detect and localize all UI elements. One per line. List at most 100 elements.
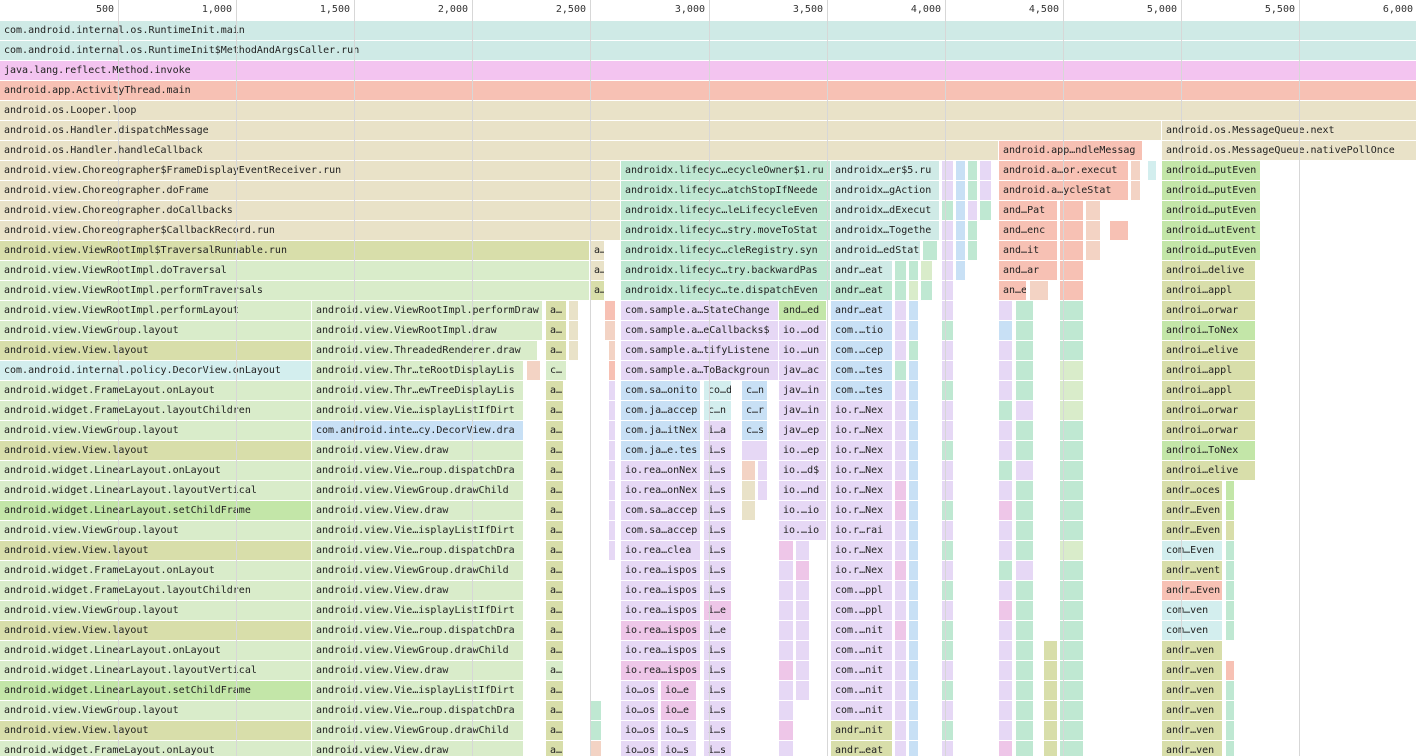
stack-frame[interactable]: andr…vent xyxy=(1162,561,1223,580)
stack-frame[interactable]: com.android.inte…cy.DecorView.dra xyxy=(312,421,524,440)
stack-frame-sliver[interactable] xyxy=(1044,661,1058,680)
stack-frame[interactable]: android.view.Vie…roup.dispatchDra xyxy=(312,541,524,560)
stack-frame[interactable]: android…putEven xyxy=(1162,241,1261,260)
stack-frame-sliver[interactable] xyxy=(999,421,1013,440)
stack-frame[interactable]: android.view.View.draw xyxy=(312,581,524,600)
stack-frame-sliver[interactable] xyxy=(956,201,966,220)
stack-frame-sliver[interactable] xyxy=(796,561,810,580)
stack-frame[interactable]: andr…eat xyxy=(831,281,893,300)
stack-frame[interactable]: androi…ToNex xyxy=(1162,321,1256,340)
stack-frame[interactable]: io.r…Nex xyxy=(831,501,893,520)
stack-frame[interactable]: a… xyxy=(546,461,564,480)
stack-frame[interactable]: andr…ven xyxy=(1162,681,1223,700)
stack-frame-sliver[interactable] xyxy=(942,221,954,240)
stack-frame-sliver[interactable] xyxy=(999,741,1013,756)
stack-frame-sliver[interactable] xyxy=(909,441,919,460)
stack-frame-sliver[interactable] xyxy=(999,701,1013,720)
stack-frame-sliver[interactable] xyxy=(569,321,579,340)
stack-frame[interactable]: a… xyxy=(590,241,605,260)
stack-frame-sliver[interactable] xyxy=(942,301,954,320)
stack-frame-sliver[interactable] xyxy=(942,361,954,380)
stack-frame-sliver[interactable] xyxy=(1044,701,1058,720)
stack-frame[interactable]: com.…nit xyxy=(831,621,893,640)
stack-frame[interactable]: android.widget.LinearLayout.setChildFram… xyxy=(0,501,312,520)
stack-frame[interactable]: android.os.Looper.loop xyxy=(0,101,1417,120)
stack-frame-sliver[interactable] xyxy=(609,381,616,400)
stack-frame[interactable]: c…n xyxy=(704,401,732,420)
stack-frame-sliver[interactable] xyxy=(1131,161,1141,180)
stack-frame[interactable]: android.widget.LinearLayout.setChildFram… xyxy=(0,681,312,700)
stack-frame[interactable]: com.sa…onito xyxy=(621,381,701,400)
stack-frame-sliver[interactable] xyxy=(1016,521,1034,540)
stack-frame[interactable]: io…os xyxy=(621,741,659,756)
stack-frame-sliver[interactable] xyxy=(1226,481,1235,500)
stack-frame-sliver[interactable] xyxy=(1226,701,1235,720)
stack-frame-sliver[interactable] xyxy=(999,361,1013,380)
stack-frame[interactable]: an…e xyxy=(999,281,1027,300)
stack-frame[interactable]: i…s xyxy=(704,741,732,756)
stack-frame[interactable]: io.rea…ispos xyxy=(621,661,701,680)
stack-frame[interactable]: android.view.View.layout xyxy=(0,721,312,740)
stack-frame[interactable]: and…ed xyxy=(779,301,827,320)
stack-frame-sliver[interactable] xyxy=(956,181,966,200)
stack-frame[interactable]: androi…elive xyxy=(1162,341,1256,360)
stack-frame[interactable]: androidx…er$5.ru xyxy=(831,161,940,180)
stack-frame[interactable]: io.r…Nex xyxy=(831,421,893,440)
stack-frame-sliver[interactable] xyxy=(909,381,919,400)
stack-frame[interactable]: i…s xyxy=(704,521,732,540)
stack-frame[interactable]: i…s xyxy=(704,541,732,560)
stack-frame-sliver[interactable] xyxy=(609,541,616,560)
stack-frame-sliver[interactable] xyxy=(779,581,794,600)
stack-frame[interactable]: android.os.MessageQueue.nativePollOnce xyxy=(1162,141,1417,160)
stack-frame[interactable]: i…s xyxy=(704,641,732,660)
stack-frame-sliver[interactable] xyxy=(999,501,1013,520)
stack-frame[interactable]: android.widget.LinearLayout.onLayout xyxy=(0,641,312,660)
stack-frame-sliver[interactable] xyxy=(999,441,1013,460)
stack-frame[interactable]: io.rea…ispos xyxy=(621,641,701,660)
stack-frame-sliver[interactable] xyxy=(942,701,954,720)
stack-frame[interactable]: android.view.View.draw xyxy=(312,441,524,460)
stack-frame-sliver[interactable] xyxy=(1148,161,1157,180)
stack-frame[interactable]: io.rea…clea xyxy=(621,541,701,560)
stack-frame[interactable]: and…Pat xyxy=(999,201,1058,220)
stack-frame-sliver[interactable] xyxy=(742,441,768,460)
stack-frame-sliver[interactable] xyxy=(1016,581,1034,600)
stack-frame-sliver[interactable] xyxy=(1044,721,1058,740)
stack-frame-sliver[interactable] xyxy=(742,461,756,480)
stack-frame[interactable]: and…ar xyxy=(999,261,1058,280)
stack-frame-sliver[interactable] xyxy=(909,721,919,740)
stack-frame-sliver[interactable] xyxy=(942,681,954,700)
stack-frame[interactable]: android…putEven xyxy=(1162,161,1261,180)
stack-frame[interactable]: com.sa…accep xyxy=(621,521,701,540)
stack-frame[interactable]: io…os xyxy=(621,701,659,720)
stack-frame[interactable]: android.view.ViewRootImpl.performTravers… xyxy=(0,281,590,300)
stack-frame-sliver[interactable] xyxy=(909,481,919,500)
stack-frame-sliver[interactable] xyxy=(999,381,1013,400)
stack-frame[interactable]: io.r…Nex xyxy=(831,481,893,500)
stack-frame[interactable]: i…s xyxy=(704,721,732,740)
stack-frame-sliver[interactable] xyxy=(1016,321,1034,340)
stack-frame[interactable]: com.sample.a…eCallbacks$ xyxy=(621,321,779,340)
stack-frame-sliver[interactable] xyxy=(942,521,954,540)
stack-frame-sliver[interactable] xyxy=(1226,501,1235,520)
stack-frame[interactable]: c…s xyxy=(742,421,768,440)
stack-frame-sliver[interactable] xyxy=(1044,681,1058,700)
stack-frame-sliver[interactable] xyxy=(605,321,616,340)
stack-frame-sliver[interactable] xyxy=(999,301,1013,320)
stack-frame-sliver[interactable] xyxy=(569,301,579,320)
stack-frame[interactable]: io.…nd xyxy=(779,481,827,500)
stack-frame-sliver[interactable] xyxy=(895,721,907,740)
stack-frame-sliver[interactable] xyxy=(1016,621,1034,640)
stack-frame-sliver[interactable] xyxy=(999,581,1013,600)
stack-frame[interactable]: android…putEven xyxy=(1162,201,1261,220)
stack-frame-sliver[interactable] xyxy=(895,561,907,580)
stack-frame-sliver[interactable] xyxy=(999,321,1013,340)
stack-frame-sliver[interactable] xyxy=(779,641,794,660)
stack-frame-sliver[interactable] xyxy=(909,261,919,280)
stack-frame[interactable]: android.widget.FrameLayout.onLayout xyxy=(0,561,312,580)
stack-frame[interactable]: android.widget.LinearLayout.layoutVertic… xyxy=(0,661,312,680)
stack-frame-sliver[interactable] xyxy=(999,461,1013,480)
stack-frame[interactable]: a… xyxy=(546,601,564,620)
stack-frame[interactable]: android.view.ViewRootImpl.doTraversal xyxy=(0,261,590,280)
stack-frame[interactable]: a… xyxy=(546,641,564,660)
